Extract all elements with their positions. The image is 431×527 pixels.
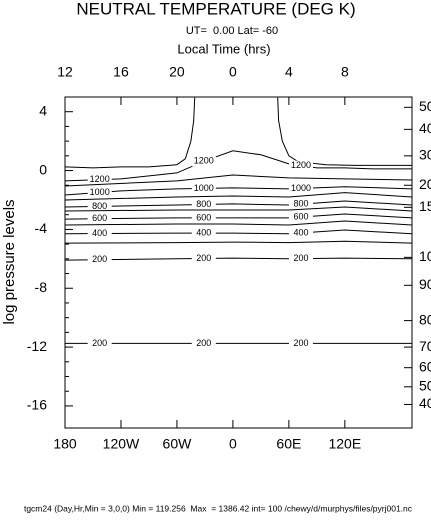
x-tick-label: 120W <box>103 436 140 452</box>
contour-label: 600 <box>293 211 308 221</box>
contour-label-bg <box>191 199 216 210</box>
contour-label: 1200 <box>291 160 311 170</box>
y2-tick-label: 40 <box>419 395 431 411</box>
x2-tick-label: 16 <box>113 64 129 80</box>
contour-label-bg <box>191 253 216 264</box>
contour-label: 200 <box>196 253 211 263</box>
contour-label-bg <box>288 227 313 238</box>
contour-label-bg <box>288 253 313 264</box>
x2-tick-label: 12 <box>57 64 73 80</box>
chart-title: NEUTRAL TEMPERATURE (DEG K) <box>76 0 355 18</box>
contour-label-bg <box>87 338 112 349</box>
contour-line <box>64 257 413 261</box>
y2-tick-label: 90 <box>419 276 431 292</box>
contour-line <box>64 174 413 187</box>
contour-label: 200 <box>92 254 107 264</box>
contour-line <box>64 220 413 226</box>
contour-label-bg <box>87 201 112 212</box>
contour-label-bg <box>87 228 112 239</box>
footer: tgcm24 (Day,Hr,Min = 3,0,0) Min = 119.25… <box>24 503 413 513</box>
x-tick-label: 180 <box>53 436 77 452</box>
contour-label: 1000 <box>194 183 214 193</box>
contour-label-bg <box>191 156 216 167</box>
contour-line <box>64 240 413 244</box>
contour-line <box>64 200 413 208</box>
x-tick-label: 120E <box>328 436 361 452</box>
contour-line <box>64 97 196 169</box>
y-tick-label: 0 <box>39 161 47 177</box>
contour-label-bg <box>288 183 313 194</box>
contour-label: 1200 <box>90 174 110 184</box>
y-tick-label: -4 <box>35 220 48 236</box>
contour-label-bg <box>87 174 112 185</box>
x-tick-label: 60E <box>276 436 301 452</box>
x2-tick-label: 20 <box>169 64 185 80</box>
contour-line <box>64 150 412 182</box>
contour-label-bg <box>191 183 216 194</box>
contour-label: 600 <box>196 212 211 222</box>
y2-tick-label: 500 <box>419 98 431 114</box>
contour-label: 400 <box>196 227 211 237</box>
contour-label: 1000 <box>90 187 110 197</box>
contour-label: 200 <box>293 253 308 263</box>
y-tick-label: -12 <box>27 338 47 354</box>
contour-label: 1200 <box>194 156 214 166</box>
y2-tick-label: 70 <box>419 338 431 354</box>
contour-label: 400 <box>92 228 107 238</box>
y2-tick-label: 100 <box>419 248 431 264</box>
x2-tick-label: 4 <box>285 64 293 80</box>
contour-line <box>64 186 413 196</box>
contour-label-bg <box>191 338 216 349</box>
contour-label-bg <box>288 338 313 349</box>
contour-label: 800 <box>196 199 211 209</box>
contour-line <box>64 192 413 201</box>
contour-label-bg <box>191 212 216 223</box>
y2-tick-label: 400 <box>419 120 431 136</box>
contour-label: 400 <box>293 227 308 237</box>
x-tick-label: 0 <box>229 436 237 452</box>
contour-label: 200 <box>92 338 107 348</box>
contour-label-bg <box>87 213 112 224</box>
y2-tick-label: 150 <box>419 198 431 214</box>
contour-label: 200 <box>293 338 308 348</box>
contour-label: 600 <box>92 213 107 223</box>
y2-tick-label: 60 <box>419 358 431 374</box>
y2-tick-label: 300 <box>419 147 431 163</box>
y2-tick-label: 80 <box>419 311 431 327</box>
contour-line <box>64 213 413 220</box>
x2-tick-label: 8 <box>341 64 349 80</box>
x2-tick-label: 0 <box>229 64 237 80</box>
contour-label: 1000 <box>291 183 311 193</box>
y-tick-label: 4 <box>39 102 47 118</box>
contour-line <box>64 206 413 212</box>
contour-label-bg <box>87 254 112 265</box>
y2-tick-label: 50 <box>419 378 431 394</box>
x2-axis-label: Local Time (hrs) <box>177 41 270 56</box>
contour-label-bg <box>288 199 313 210</box>
y-tick-label: -16 <box>27 397 47 413</box>
contour-label-bg <box>288 160 313 171</box>
y-axis-label: log pressure levels <box>1 199 18 324</box>
contour-label: 800 <box>293 198 308 208</box>
y-tick-label: -8 <box>35 279 48 295</box>
contour-label: 200 <box>196 338 211 348</box>
chart-subtitle: UT= 0.00 Lat= -60 <box>186 25 278 37</box>
contour-label: 800 <box>92 201 107 211</box>
contour-line <box>277 97 412 166</box>
y2-tick-label: 200 <box>419 176 431 192</box>
contour-label-bg <box>87 187 112 198</box>
x-tick-label: 60W <box>163 436 193 452</box>
contour-label-bg <box>288 212 313 223</box>
plot-frame <box>64 96 413 429</box>
contour-label-bg <box>191 228 216 239</box>
contour-line <box>64 229 413 235</box>
